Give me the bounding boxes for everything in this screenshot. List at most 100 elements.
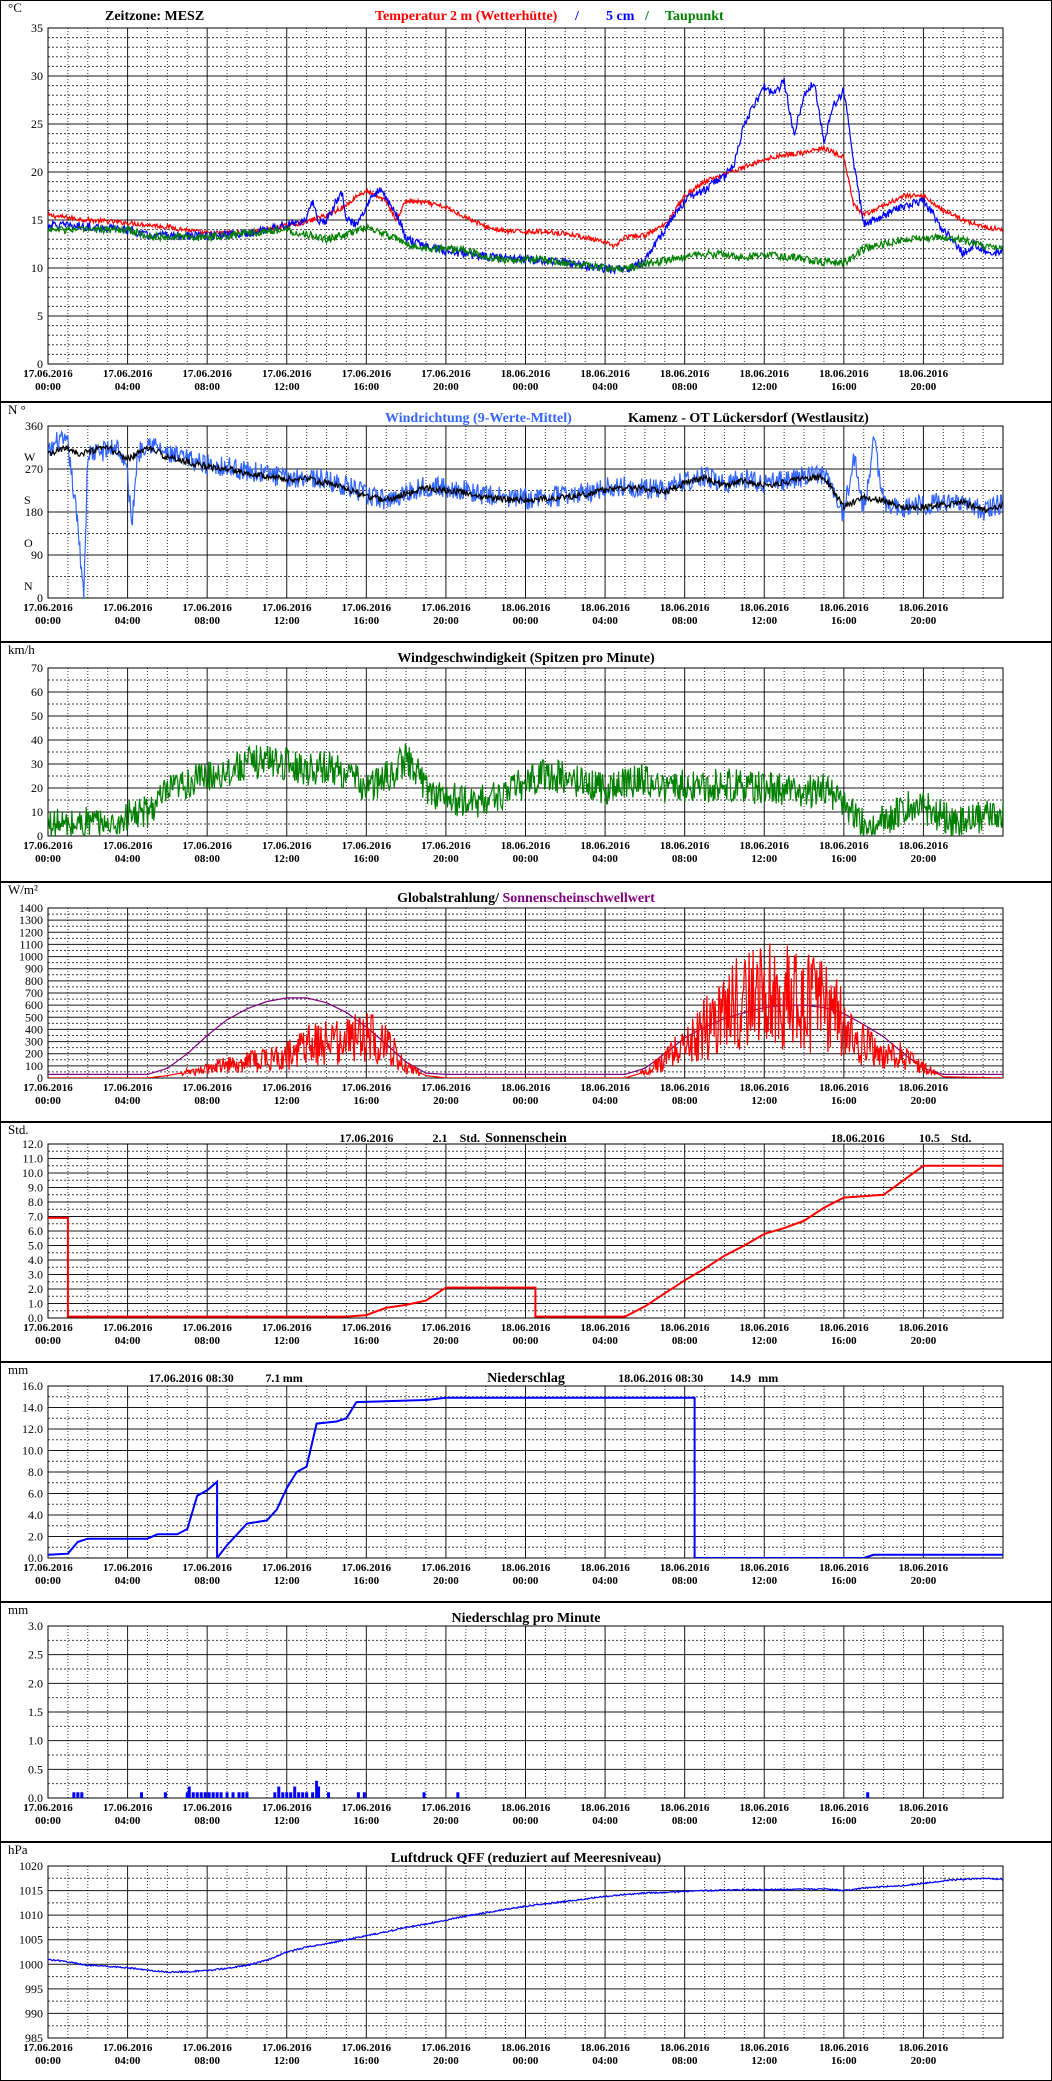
title-part: Windrichtung (9-Werte-Mittel) (385, 411, 572, 426)
annotation: 2.1 (432, 1131, 447, 1145)
x-tick-time: 00:00 (513, 1095, 539, 1107)
y-ticks: 0.0 0.5 1.0 1.5 2.0 2.5 3.0 (28, 1619, 43, 1805)
x-tick-date: 18.06.2016 (819, 840, 869, 852)
precip-bar (195, 1792, 199, 1798)
x-tick-time: 12:00 (274, 381, 300, 393)
y-tick-label: 1100 (19, 937, 43, 951)
y-tick-label: 1015 (19, 1884, 43, 1898)
y-tick-label: 1010 (19, 1908, 43, 1922)
x-tick-date: 17.06.2016 (262, 2042, 312, 2054)
precip-bar (289, 1792, 293, 1798)
y-tick-label: 2.5 (28, 1648, 43, 1662)
y-tick-label: 0 (37, 829, 43, 843)
x-tick-date: 18.06.2016 (819, 602, 869, 614)
x-tick-time: 00:00 (35, 2055, 61, 2067)
y-tick-label: 0.0 (28, 1311, 43, 1325)
x-tick-date: 17.06.2016 (421, 1322, 471, 1334)
precip-bar (72, 1792, 76, 1798)
chart-temperature: 0 5 10 15 20 25 30 35 °C Zeitzone: MESZ Temperatur… (0, 0, 1052, 402)
precip-bar (317, 1786, 321, 1798)
y-tick-label: 1.0 (28, 1734, 43, 1748)
x-tick-time: 08:00 (194, 1815, 220, 1827)
y-tick-label: 900 (25, 962, 43, 976)
y-tick-label: 1020 (19, 1859, 43, 1873)
direction-label: N (24, 579, 33, 593)
x-tick-time: 12:00 (274, 1335, 300, 1347)
chart-title: Niederschlag pro Minute (451, 1611, 600, 1626)
y-ticks: 0.01.02.03.04.05.06.07.08.09.010.011.012… (22, 1137, 43, 1325)
x-tick-time: 08:00 (194, 2055, 220, 2067)
x-tick-time: 12:00 (751, 2055, 777, 2067)
y-tick-label: 0 (37, 1071, 43, 1085)
x-tick-time: 20:00 (433, 2055, 459, 2067)
x-tick-time: 04:00 (115, 2055, 141, 2067)
x-tick-time: 16:00 (831, 1335, 857, 1347)
chart-panel-winddirection: 0 90 180 270 360 N O S W N ° Windrichtung (9-Werte… (0, 402, 1052, 642)
x-tick-date: 18.06.2016 (740, 1322, 790, 1334)
y-tick-label: 2.0 (28, 1530, 43, 1544)
x-tick-date: 18.06.2016 (501, 1562, 551, 1574)
chart-panel-sunshine: 0.0 1.0 2.0 3.0 4.0 5.0 6.0 7.0 8.0 9.0 10.0 11.0 12… (0, 1122, 1052, 1362)
x-tick-date: 18.06.2016 (660, 1802, 710, 1814)
x-tick-date: 17.06.2016 (182, 602, 232, 614)
title-part: Globalstrahlung/ (397, 891, 502, 906)
x-tick-time: 16:00 (831, 1815, 857, 1827)
y-tick-label: 1400 (19, 901, 43, 915)
x-tick-date: 18.06.2016 (740, 1802, 790, 1814)
x-tick-time: 00:00 (513, 381, 539, 393)
chart-panel-precip_sum: 0.0 2.0 4.0 6.0 8.0 10.0 12.0 14.0 16.0 mm Nieders… (0, 1362, 1052, 1602)
x-tick-time: 00:00 (35, 1335, 61, 1347)
x-tick-time: 00:00 (513, 1815, 539, 1827)
chart-panel-temperature: 0 5 10 15 20 25 30 35 °C Zeitzone: MESZ Temperatur… (0, 0, 1052, 402)
x-tick-date: 17.06.2016 (182, 1802, 232, 1814)
x-ticks: 17.06.201600:0017.06.201604:0017.06.2016… (23, 1562, 948, 1587)
x-tick-date: 17.06.2016 (262, 368, 312, 380)
x-tick-time: 16:00 (831, 1095, 857, 1107)
chart-precip_minute: 0.0 0.5 1.0 1.5 2.0 2.5 3.0mm Niederschlag pro … (0, 1602, 1052, 1842)
y-tick-label: 4.0 (28, 1508, 43, 1522)
x-tick-date: 18.06.2016 (899, 840, 949, 852)
x-tick-date: 17.06.2016 (23, 1322, 73, 1334)
chart-panel-windspeed: 0 10 20 30 40 50 60 70 km/h Windgeschwindigkeit (… (0, 642, 1052, 882)
y-tick-label: 0.0 (28, 1791, 43, 1805)
x-tick-date: 17.06.2016 (23, 1082, 73, 1094)
precip-bar (203, 1792, 207, 1798)
x-tick-date: 18.06.2016 (740, 602, 790, 614)
x-tick-time: 16:00 (831, 381, 857, 393)
grid (48, 1144, 1003, 1318)
y-tick-label: 11.0 (22, 1152, 43, 1166)
x-tick-time: 08:00 (672, 1815, 698, 1827)
x-tick-time: 20:00 (433, 381, 459, 393)
x-tick-time: 12:00 (274, 1095, 300, 1107)
y-tick-label: 0 (37, 591, 43, 605)
precip-bar (211, 1792, 215, 1798)
x-tick-date: 18.06.2016 (580, 1802, 630, 1814)
y-tick-label: 12.0 (22, 1137, 43, 1151)
precip-bar (297, 1792, 301, 1798)
x-tick-time: 12:00 (751, 1575, 777, 1587)
y-tick-label: 0 (37, 357, 43, 371)
x-tick-date: 18.06.2016 (660, 840, 710, 852)
x-tick-time: 08:00 (672, 1575, 698, 1587)
y-tick-label: 10.0 (22, 1166, 43, 1180)
x-ticks: 17.06.201600:0017.06.201604:0017.06.2016… (23, 1322, 948, 1347)
unit-label: km/h (8, 642, 35, 657)
unit-label: mm (8, 1602, 28, 1617)
series-line-niederschlag (48, 1396, 1003, 1558)
y-tick-label: 10 (31, 261, 43, 275)
direction-label: O (24, 536, 33, 550)
series-line-sonnenschein (48, 1164, 1003, 1318)
x-tick-time: 16:00 (353, 1095, 379, 1107)
x-tick-date: 18.06.2016 (819, 2042, 869, 2054)
y-tick-label: 20 (31, 165, 43, 179)
title-part: Kamenz - OT Lückersdorf (Westlausitz) (628, 411, 869, 426)
x-tick-time: 12:00 (274, 2055, 300, 2067)
series-line-mean (48, 443, 1003, 514)
chart-title: Luftdruck QFF (reduziert auf Meeresnivea… (391, 1851, 662, 1866)
series-line-taupunkt (48, 222, 1003, 274)
grid (48, 28, 1003, 364)
y-tick-label: 12.0 (22, 1422, 43, 1436)
y-ticks: 0 10 20 30 40 50 60 70 (31, 661, 43, 843)
chart-title: Globalstrahlung/ Sonnenscheinschwellwert (397, 891, 655, 906)
x-tick-date: 17.06.2016 (103, 368, 153, 380)
